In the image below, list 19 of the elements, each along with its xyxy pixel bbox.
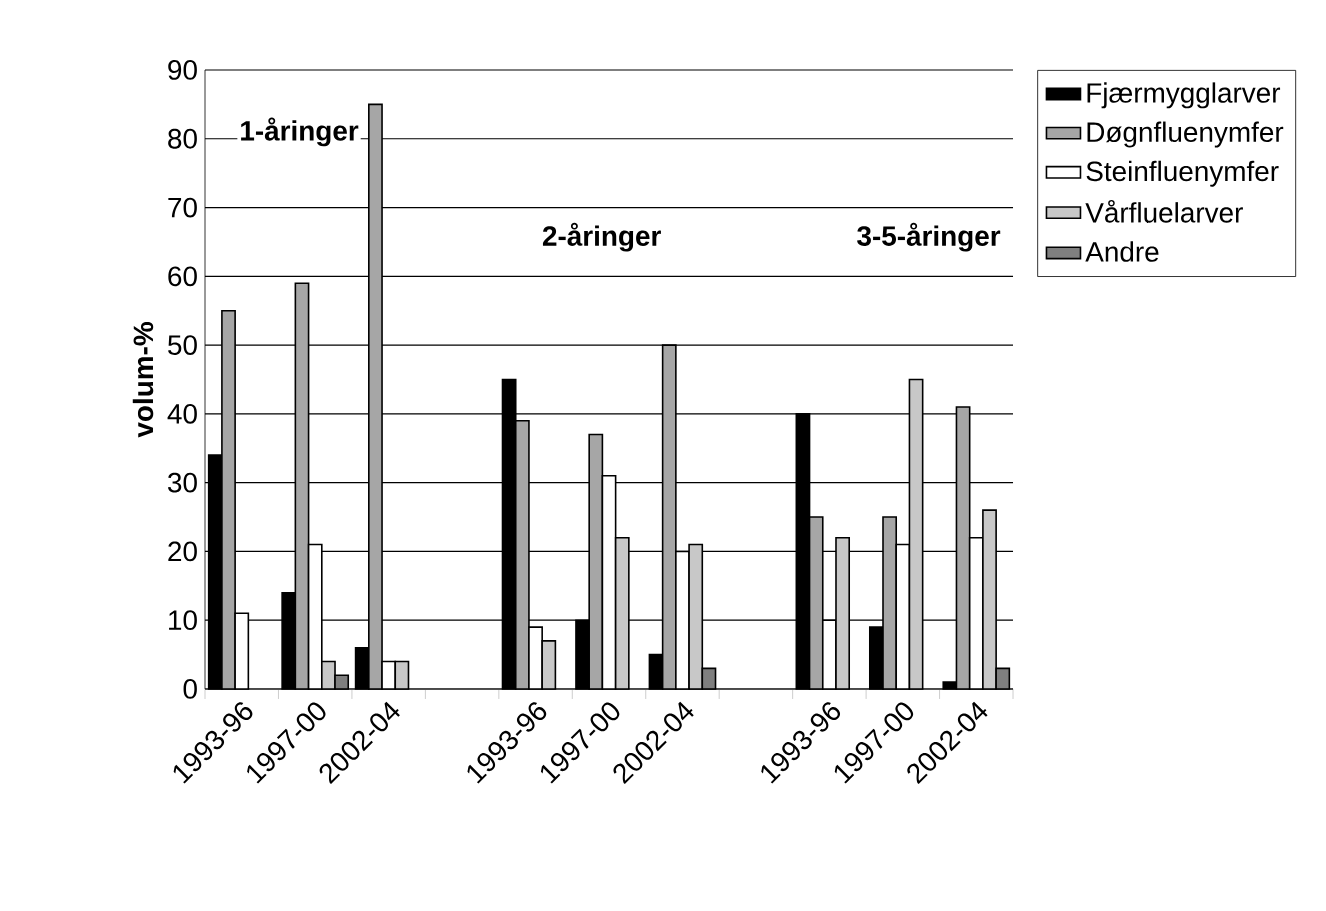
y-tick-label: 30	[168, 472, 197, 493]
y-tick-label: 50	[168, 335, 197, 355]
y-tick-label: 90	[168, 60, 197, 80]
legend-label: Fjærmygglarver	[1087, 82, 1281, 109]
annotation: 2-åringer	[542, 222, 661, 252]
y-tick-label: 80	[168, 128, 197, 149]
y-tick-label: 60	[168, 266, 197, 287]
annotation: 3-5-åringer	[857, 222, 1001, 252]
legend-label: Steinfluenymfer	[1086, 160, 1279, 187]
y-tick-label: 10	[169, 610, 197, 631]
y-tick-label: 0	[183, 679, 197, 699]
y-tick-label: 40	[167, 403, 197, 424]
annotation: 1-åringer	[241, 117, 359, 147]
y-tick-label: 70	[168, 197, 197, 218]
legend-label: Andre	[1085, 241, 1159, 262]
y-axis-title: volum-%	[132, 322, 154, 438]
y-tick-label: 20	[168, 541, 197, 562]
legend-label: Vårfluelarver	[1085, 199, 1243, 223]
legend-label: Døgnfluenymfer	[1087, 121, 1284, 148]
